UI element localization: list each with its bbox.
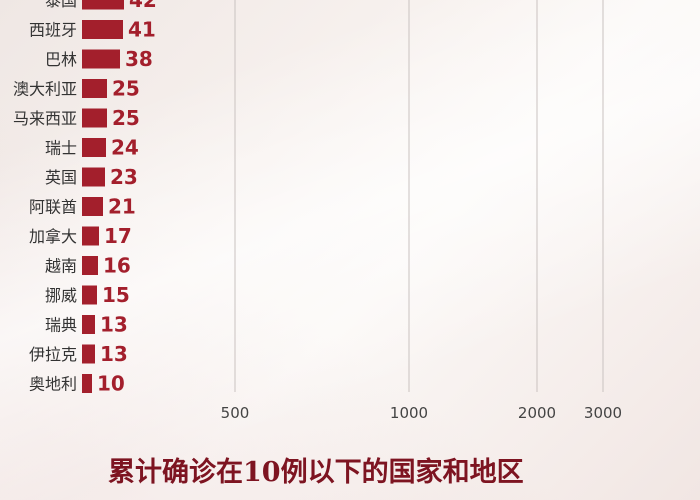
x-tick-label: 3000	[584, 404, 622, 422]
category-label: 伊拉克	[29, 345, 77, 364]
bar	[82, 20, 123, 39]
value-label: 24	[111, 136, 139, 160]
chart-caption: 累计确诊在10例以下的国家和地区	[108, 457, 524, 488]
bar-chart: 500 1000 2000 3000 泰国 42 西班牙 41 巴林 38 澳大利亚 25 马来西亚 25…	[13, 0, 622, 422]
value-label: 13	[100, 313, 128, 337]
value-label: 25	[112, 106, 140, 130]
category-label: 澳大利亚	[13, 80, 77, 99]
value-label: 17	[104, 224, 132, 248]
bar	[82, 344, 95, 364]
x-tick-label: 500	[221, 404, 250, 422]
category-label: 奥地利	[29, 375, 77, 394]
bar	[82, 285, 97, 305]
bar	[82, 49, 120, 69]
value-label: 38	[125, 47, 153, 71]
bar	[82, 79, 107, 98]
bar	[82, 138, 106, 157]
category-label: 巴林	[45, 50, 77, 69]
category-label: 加拿大	[29, 227, 77, 246]
bar	[82, 374, 92, 393]
category-label: 瑞士	[45, 139, 77, 158]
value-label: 10	[97, 372, 125, 396]
category-label: 阿联酋	[29, 198, 77, 217]
value-label: 16	[103, 254, 131, 278]
value-label: 21	[108, 195, 136, 219]
category-label: 泰国	[45, 0, 77, 10]
category-label: 西班牙	[29, 21, 77, 40]
category-label: 马来西亚	[13, 109, 77, 128]
x-tick-label: 2000	[518, 404, 556, 422]
category-label: 英国	[45, 168, 77, 187]
value-label: 23	[110, 165, 138, 189]
value-label: 13	[100, 342, 128, 366]
bar	[82, 197, 103, 216]
bar	[82, 108, 107, 128]
bar	[82, 0, 124, 10]
value-label: 42	[129, 0, 157, 12]
bar	[82, 167, 105, 187]
value-label: 41	[128, 18, 156, 42]
value-label: 15	[102, 283, 130, 307]
bar	[82, 315, 95, 334]
bar	[82, 226, 99, 246]
category-label: 瑞典	[45, 316, 77, 335]
category-label: 挪威	[45, 286, 77, 305]
bar	[82, 256, 98, 275]
category-label: 越南	[45, 257, 77, 276]
value-label: 25	[112, 77, 140, 101]
x-tick-label: 1000	[390, 404, 428, 422]
